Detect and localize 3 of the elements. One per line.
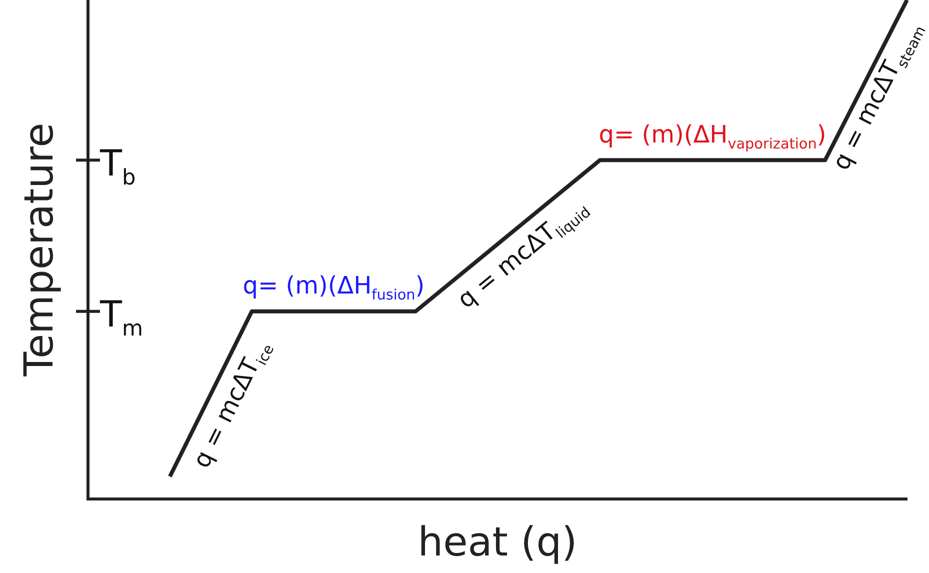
y-axis-title: Temperature xyxy=(16,122,62,378)
x-axis-title: heat (q) xyxy=(418,519,578,566)
annotation: q = mcΔTice xyxy=(187,342,278,472)
